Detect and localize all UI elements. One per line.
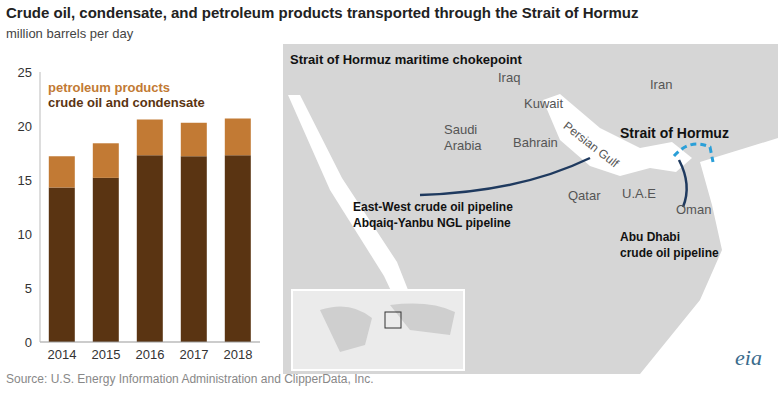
html-text:eia: eia <box>735 345 762 370</box>
html-text:Strait of Hormuz: Strait of Hormuz <box>620 125 729 141</box>
svg-text:15: 15 <box>18 173 32 188</box>
html-text:Crude oil, condensate, and pet: Crude oil, condensate, and petroleum pro… <box>6 4 639 21</box>
svg-text:25: 25 <box>18 65 32 80</box>
svg-text:20: 20 <box>18 119 32 134</box>
svg-text:5: 5 <box>25 281 32 296</box>
html-text:Kuwait: Kuwait <box>524 96 563 111</box>
html-text:Persian Gulf: Persian Gulf <box>560 118 622 171</box>
html-text:Iraq: Iraq <box>498 70 521 85</box>
html-text:East-West crude oil pipeline A: East-West crude oil pipeline Abqaiq-Yanb… <box>353 200 513 230</box>
html-text:Bahrain: Bahrain <box>513 135 558 150</box>
svg-text:0: 0 <box>25 335 32 350</box>
svg-text:10: 10 <box>18 227 32 242</box>
html-text:Iran: Iran <box>650 77 673 92</box>
html-text:million barrels per day: million barrels per day <box>6 26 134 41</box>
html-text:crude oil and condensate: crude oil and condensate <box>48 95 205 110</box>
html-text:Oman: Oman <box>676 202 712 217</box>
svg-text:2018: 2018 <box>224 347 253 362</box>
svg-text:2015: 2015 <box>92 347 121 362</box>
html-text:U.A.E: U.A.E <box>622 186 656 201</box>
html-text:Strait of Hormuz maritime chok: Strait of Hormuz maritime chokepoint <box>290 52 522 67</box>
html-text:Saudi Arabia: Saudi Arabia <box>444 122 482 153</box>
html-text:petroleum products: petroleum products <box>48 80 171 95</box>
svg-text:2016: 2016 <box>136 347 165 362</box>
html-text:Qatar: Qatar <box>568 188 601 203</box>
html-text:Source: U.S. Energy Informatio: Source: U.S. Energy Information Administ… <box>6 372 374 386</box>
svg-text:2014: 2014 <box>48 347 77 362</box>
html-text:Abu Dhabi crude oil pipeline: Abu Dhabi crude oil pipeline <box>620 230 719 260</box>
svg-text:2017: 2017 <box>180 347 209 362</box>
